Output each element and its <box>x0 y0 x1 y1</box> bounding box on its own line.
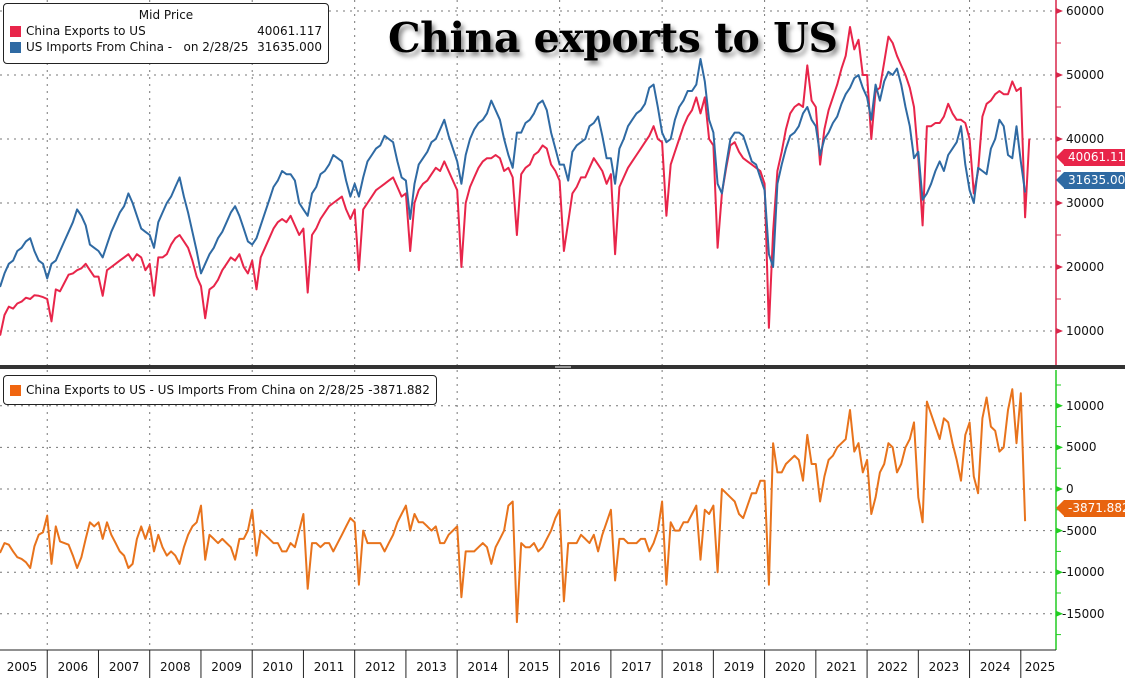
y-tick-label-lower: -15000 <box>1062 606 1105 621</box>
y-tick-lower <box>1056 569 1063 576</box>
x-tick-label: 2018 <box>672 660 703 674</box>
y-tick-label-lower: -10000 <box>1062 565 1105 580</box>
x-tick-label: 2007 <box>108 660 140 674</box>
y-tick-lower <box>1056 402 1063 409</box>
x-tick-label: 2024 <box>979 660 1011 674</box>
upper-legend: Mid Price China Exports to US 40061.117 … <box>3 3 329 64</box>
y-tick-label-upper: 30000 <box>1066 196 1105 210</box>
y-tick-label-upper: 50000 <box>1066 68 1105 82</box>
y-tick-label-upper: 10000 <box>1066 324 1105 338</box>
x-tick-label: 2005 <box>6 660 38 674</box>
imports-last-value-tag: 31635.000 <box>1056 172 1125 189</box>
x-tick-label: 2025 <box>1024 660 1056 674</box>
x-tick-label: 2023 <box>928 660 960 674</box>
legend-label: US Imports From China - on 2/28/25 <box>26 40 249 54</box>
x-tick-label: 2022 <box>877 660 908 674</box>
x-tick-label: 2008 <box>160 660 191 674</box>
x-tick-label: 2006 <box>57 660 89 674</box>
x-tick-label: 2016 <box>569 660 601 674</box>
chart-title: China exports to US <box>388 14 838 62</box>
x-tick-label: 2012 <box>365 660 396 674</box>
legend-label: China Exports to US - US Imports From Ch… <box>26 383 430 397</box>
x-tick-label: 2015 <box>518 660 550 674</box>
exports-last-value-tag: 40061.117 <box>1056 149 1125 166</box>
x-tick-label: 2014 <box>467 660 499 674</box>
lower-legend: China Exports to US - US Imports From Ch… <box>3 375 437 405</box>
y-tick-lower <box>1056 486 1063 492</box>
panel-resize-handle <box>555 366 571 368</box>
diff-last-value-tag: -3871.882 <box>1056 500 1125 517</box>
y-tick-upper <box>1056 200 1063 206</box>
x-tick-label: 2010 <box>262 660 294 674</box>
x-tick-label: 2009 <box>211 660 242 674</box>
x-tick-label: 2020 <box>774 660 806 674</box>
series-line-china-exports <box>0 26 1031 336</box>
y-tick-label-upper: 60000 <box>1066 4 1105 18</box>
x-tick-label: 2019 <box>723 660 755 674</box>
diff-swatch <box>10 384 21 396</box>
legend-item-exports: China Exports to US 40061.117 <box>10 23 322 39</box>
legend-header: Mid Price <box>138 8 194 22</box>
imports-swatch <box>10 41 21 53</box>
y-tick-label-lower: 0 <box>1066 482 1074 496</box>
series-line-us-imports <box>0 58 1027 288</box>
y-tick-lower <box>1056 444 1063 451</box>
x-tick-label: 2021 <box>826 660 857 674</box>
y-tick-lower <box>1056 527 1063 534</box>
y-tick-upper <box>1056 264 1063 270</box>
legend-value: 31635.000 <box>257 40 322 54</box>
y-tick-upper <box>1056 136 1063 142</box>
y-tick-upper <box>1056 72 1063 78</box>
y-tick-upper <box>1056 8 1063 14</box>
y-tick-label-lower: -5000 <box>1062 523 1097 538</box>
y-tick-label-upper: 40000 <box>1066 132 1105 146</box>
legend-label: China Exports to US <box>26 24 146 38</box>
x-tick-label: 2017 <box>621 660 652 674</box>
y-tick-label-upper: 20000 <box>1066 260 1105 274</box>
y-tick-lower <box>1056 610 1063 617</box>
y-tick-upper <box>1056 328 1063 334</box>
legend-value: 40061.117 <box>257 24 322 38</box>
y-tick-label-lower: 10000 <box>1066 398 1105 413</box>
exports-swatch <box>10 25 21 37</box>
x-tick-label: 2013 <box>416 660 447 674</box>
y-tick-label-lower: 5000 <box>1066 440 1097 455</box>
x-tick-label: 2011 <box>313 660 345 674</box>
legend-item-imports: US Imports From China - on 2/28/25 31635… <box>10 39 322 55</box>
series-line-difference <box>0 388 1027 624</box>
